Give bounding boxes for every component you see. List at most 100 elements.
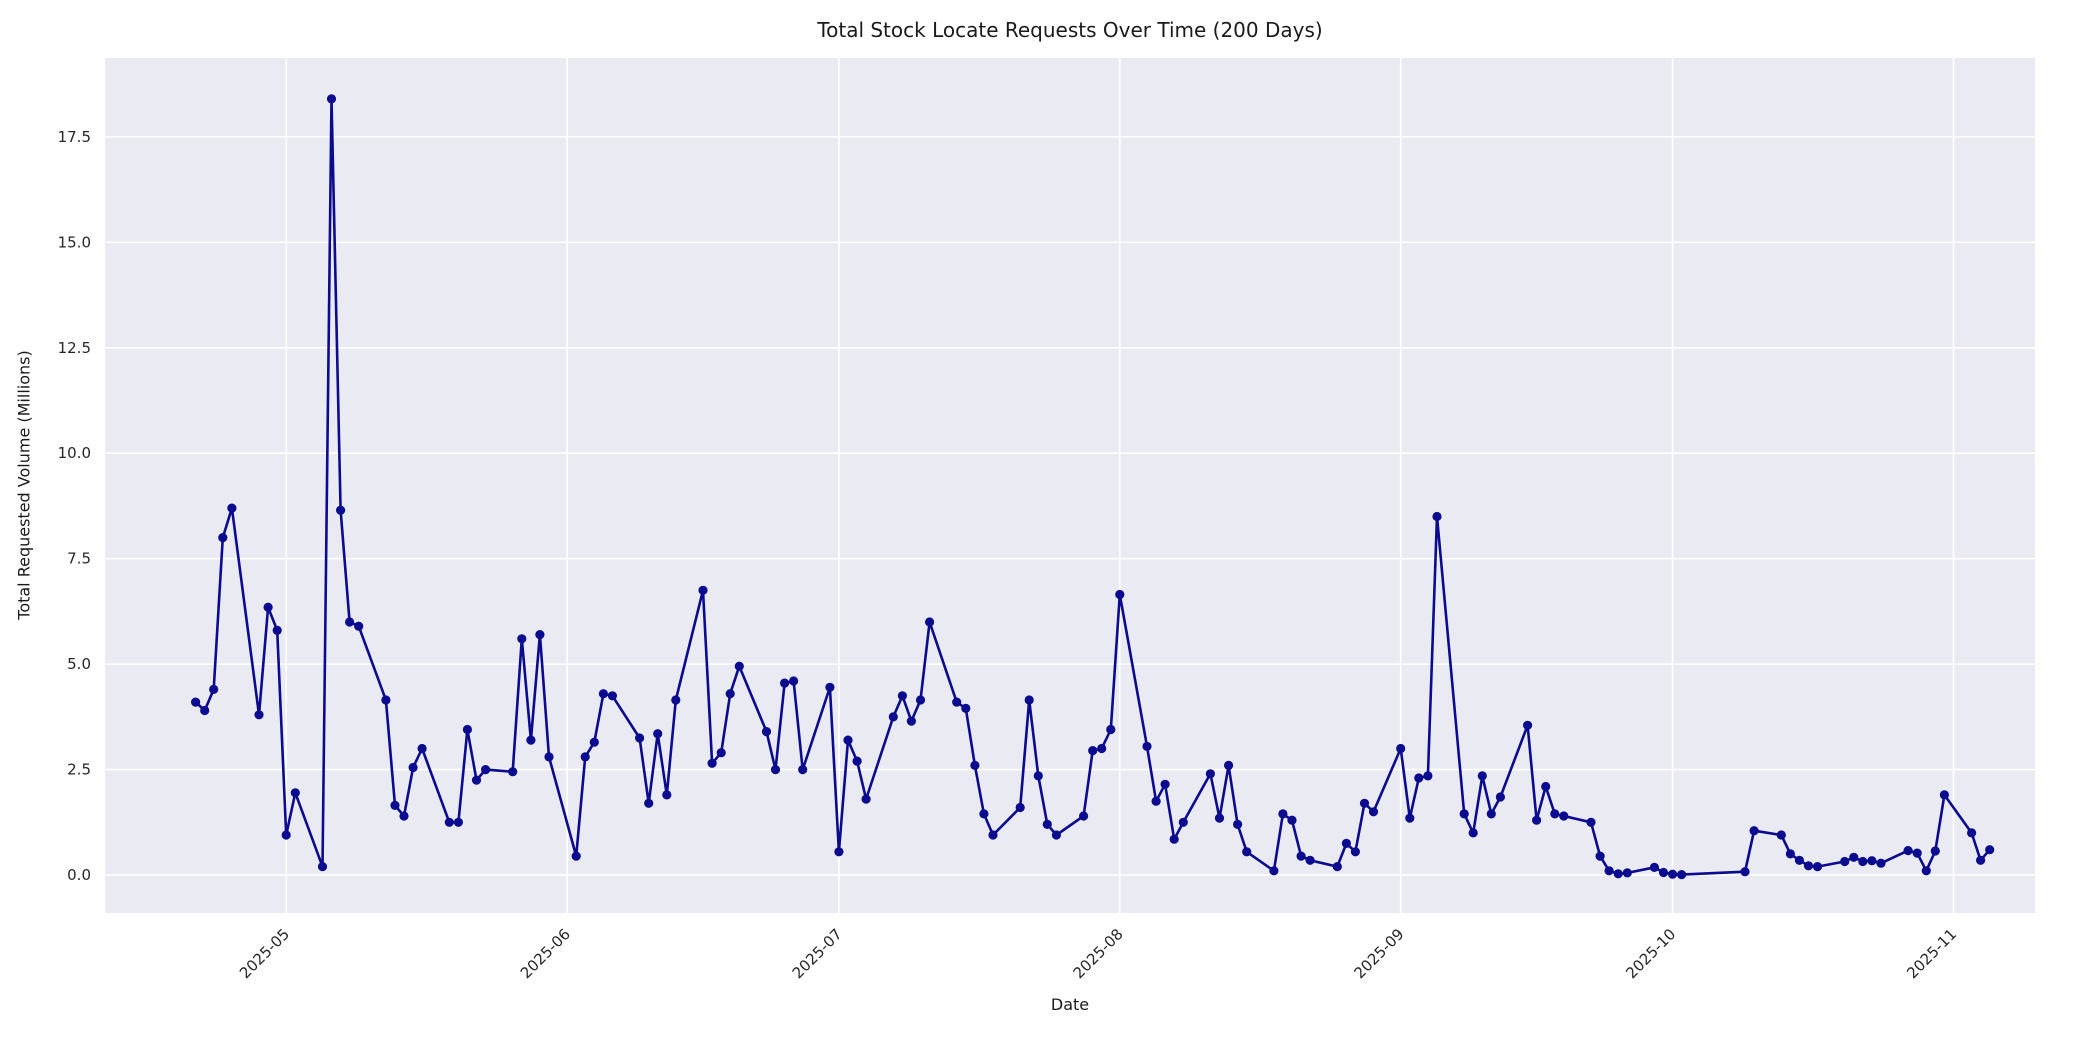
data-point-marker — [1051, 830, 1061, 840]
data-point-marker — [1414, 773, 1424, 783]
data-point-marker — [861, 794, 871, 804]
data-point-marker — [1658, 867, 1669, 878]
data-point-marker — [1785, 849, 1795, 859]
data-point-marker — [1849, 852, 1859, 862]
data-point-marker — [390, 800, 400, 811]
data-point-marker — [218, 533, 228, 543]
data-point-marker — [1106, 724, 1116, 735]
data-point-marker — [1015, 802, 1025, 813]
y-tick-label: 0.0 — [67, 866, 91, 884]
data-point-marker — [834, 847, 844, 857]
data-point-marker — [1405, 813, 1415, 823]
data-point-marker — [1242, 847, 1252, 857]
data-point-marker — [1278, 809, 1288, 819]
data-point-marker — [761, 727, 772, 737]
data-point-marker — [1205, 769, 1215, 779]
data-point-marker — [635, 733, 645, 743]
data-point-marker — [1776, 830, 1786, 840]
data-point-marker — [716, 748, 726, 758]
data-point-marker — [1930, 846, 1940, 856]
data-point-marker — [1613, 869, 1623, 879]
data-point-marker — [1939, 790, 1949, 800]
data-point-marker — [453, 817, 463, 827]
data-point-marker — [888, 712, 898, 722]
y-tick-label: 5.0 — [67, 655, 91, 673]
data-point-marker — [698, 585, 708, 595]
data-point-marker — [336, 505, 346, 515]
data-point-marker — [852, 756, 862, 766]
data-point-marker — [598, 689, 609, 699]
data-point-marker — [254, 710, 264, 720]
data-point-marker — [589, 737, 599, 747]
data-point-marker — [1912, 848, 1922, 858]
x-tick-label: 2025-06 — [517, 925, 574, 982]
y-tick-label: 7.5 — [67, 550, 91, 568]
data-point-marker — [354, 621, 364, 631]
x-axis-label: Date — [1050, 995, 1090, 1014]
data-point-marker — [1622, 868, 1632, 878]
x-tick-label: 2025-11 — [1903, 925, 1960, 982]
data-point-marker — [1160, 779, 1170, 789]
data-point-marker — [399, 811, 409, 821]
data-point-marker — [444, 817, 454, 827]
data-point-marker — [200, 705, 210, 716]
y-tick-label: 2.5 — [67, 761, 91, 779]
data-point-marker — [1024, 695, 1034, 705]
x-tick-label: 2025-05 — [236, 925, 293, 982]
y-tick-label: 17.5 — [58, 128, 91, 146]
data-point-marker — [571, 851, 581, 861]
series-markers — [191, 94, 1995, 880]
data-point-marker — [1459, 809, 1469, 819]
data-point-marker — [1115, 589, 1125, 600]
data-point-marker — [1812, 862, 1823, 872]
data-point-marker — [1740, 867, 1750, 877]
data-point-marker — [417, 743, 427, 754]
data-point-marker — [272, 625, 282, 636]
data-point-marker — [290, 788, 300, 798]
data-point-marker — [1477, 771, 1487, 781]
data-point-marker — [1097, 743, 1107, 754]
data-point-marker — [734, 661, 744, 671]
data-point-marker — [671, 695, 681, 705]
data-point-marker — [961, 703, 971, 714]
data-point-marker — [1224, 760, 1234, 771]
data-point-marker — [1532, 815, 1542, 825]
data-point-marker — [1967, 828, 1977, 838]
plot-area — [105, 58, 2035, 913]
data-point-marker — [1985, 845, 1995, 855]
data-point-marker — [1559, 811, 1569, 821]
data-point-marker — [1432, 511, 1442, 522]
data-point-marker — [979, 809, 989, 819]
data-point-marker — [1649, 862, 1659, 873]
x-tick-label: 2025-09 — [1351, 925, 1408, 982]
data-point-marker — [408, 762, 418, 773]
data-point-marker — [1976, 855, 1986, 865]
data-point-marker — [1550, 809, 1560, 819]
data-point-marker — [209, 684, 219, 695]
data-point-marker — [227, 503, 237, 513]
data-point-marker — [653, 729, 663, 739]
data-point-marker — [1079, 811, 1089, 821]
data-point-marker — [925, 617, 935, 627]
data-point-marker — [1586, 817, 1596, 827]
data-point-marker — [462, 724, 472, 735]
data-point-marker — [1486, 809, 1496, 819]
data-point-marker — [970, 760, 980, 771]
data-point-marker — [607, 691, 618, 701]
data-point-marker — [1169, 834, 1179, 844]
data-point-marker — [481, 765, 491, 775]
data-point-marker — [1604, 866, 1614, 876]
data-point-marker — [1178, 817, 1188, 827]
data-point-marker — [1142, 741, 1152, 752]
data-point-marker — [1287, 815, 1297, 825]
data-point-marker — [1332, 862, 1342, 872]
x-tick-label: 2025-08 — [1070, 925, 1127, 982]
data-point-marker — [662, 790, 672, 800]
data-point-marker — [1088, 746, 1098, 756]
data-point-marker — [1368, 807, 1379, 817]
data-point-marker — [517, 634, 527, 644]
data-point-marker — [526, 735, 536, 745]
data-point-marker — [381, 695, 391, 705]
